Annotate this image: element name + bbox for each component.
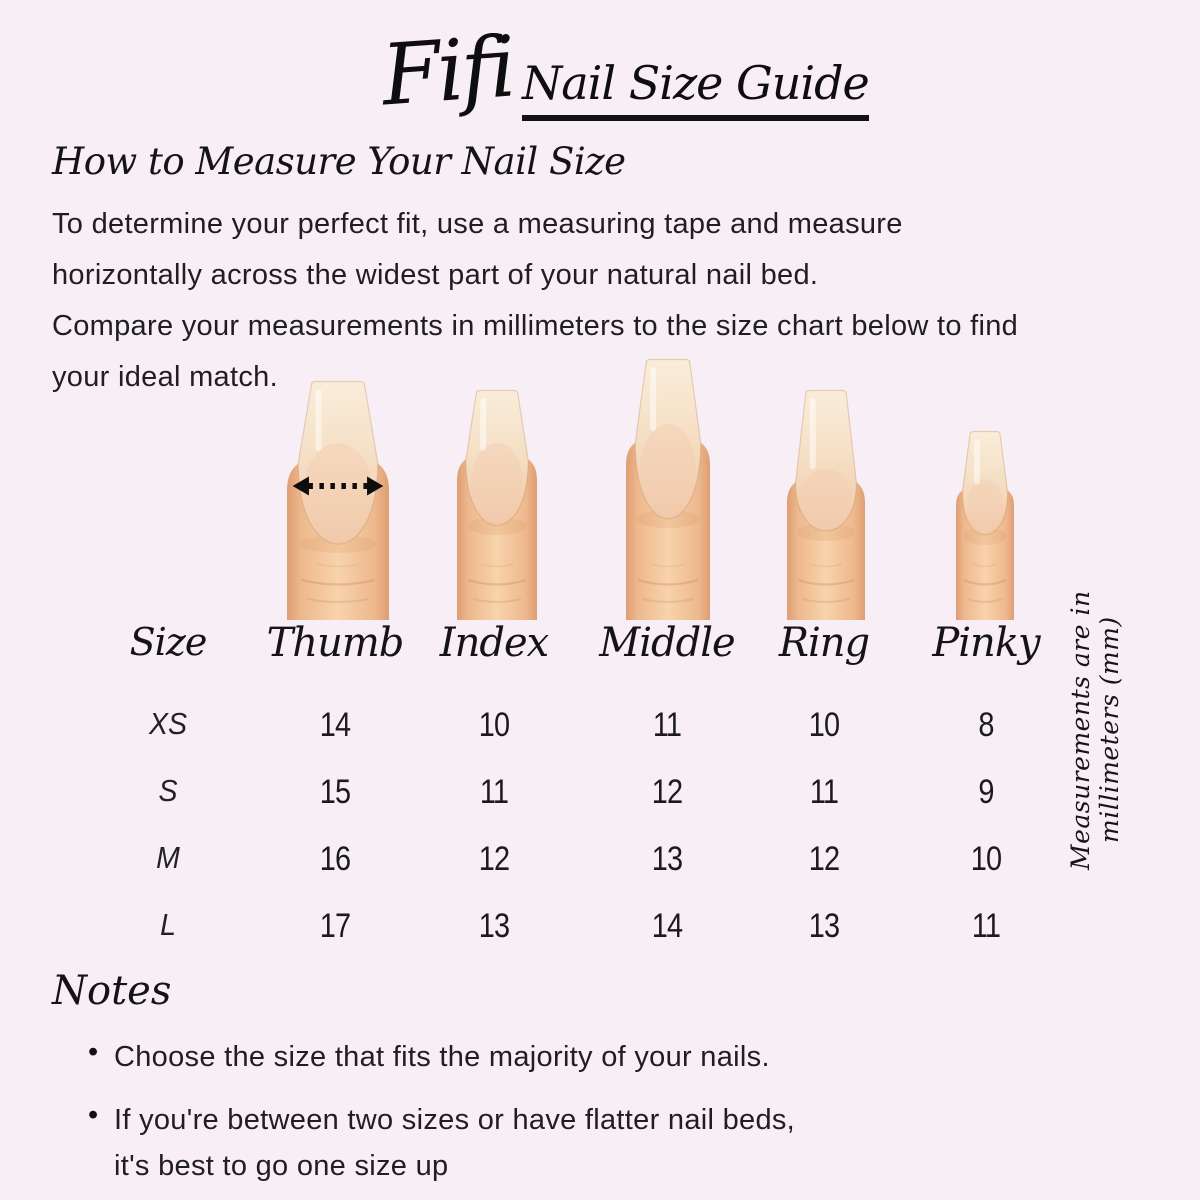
intro-text-line: Compare your measurements in millimeters… [52,310,1019,342]
finger-illustration-ring [787,389,865,620]
size-label: M [156,840,180,875]
finger-graphic [787,389,865,620]
finger-graphic [457,389,537,620]
note-item: • Choose the size that fits the majority… [88,1034,795,1080]
finger-illustration-thumb [287,380,389,620]
size-label: XS [148,706,188,741]
note-text: it's best to go one size up [114,1150,449,1182]
finger-graphic [287,380,389,620]
table-cell: 12 [808,840,840,878]
page-title: Nail Size Guide [522,56,870,121]
table-cell: 13 [651,840,683,878]
finger-illustration-index [457,389,537,620]
units-note: Measurements are in millimeters (mm) [1066,590,1124,870]
table-cell: 14 [651,907,683,945]
intro-text-line: horizontally across the widest part of y… [52,259,819,291]
table-cell: 10 [970,840,1002,878]
bullet-icon: • [88,1036,99,1068]
note-text: If you're between two sizes or have flat… [114,1104,796,1136]
table-row-xs: XS 14 10 11 10 8 [0,706,1200,756]
section-heading-how-to-measure: How to Measure Your Nail Size [52,140,626,183]
intro-text-line: your ideal match. [52,361,278,393]
table-cell: 11 [971,907,1001,945]
section-heading-notes: Notes [52,968,172,1014]
note-item: • If you're between two sizes or have fl… [88,1097,795,1189]
table-cell: 11 [809,773,839,811]
finger-illustrations [287,358,1014,620]
table-cell: 14 [319,706,351,744]
table-cell: 10 [808,706,840,744]
table-cell: 13 [808,907,840,945]
table-cell: 8 [978,706,994,744]
notes-list: • Choose the size that fits the majority… [88,1034,795,1200]
size-label: L [160,907,176,942]
table-cell: 12 [651,773,683,811]
table-cell: 9 [978,773,994,811]
table-header-size: Size [129,620,208,664]
table-row-l: L 17 13 14 13 11 [0,907,1200,957]
table-row-s: S 15 11 12 11 9 [0,773,1200,823]
table-cell: 11 [479,773,509,811]
bullet-icon: • [88,1099,99,1131]
table-cell: 12 [478,840,510,878]
finger-label-ring: Ring [778,620,870,666]
intro-text-line: To determine your perfect fit, use a mea… [52,208,903,240]
table-cell: 17 [319,907,351,945]
table-cell: 13 [478,907,510,945]
table-cell: 10 [478,706,510,744]
finger-illustration-pinky [956,430,1014,620]
finger-graphic [956,430,1014,620]
finger-label-middle: Middle [599,620,735,666]
table-cell: 15 [319,773,351,811]
note-text: Choose the size that fits the majority o… [114,1041,770,1073]
table-cell: 16 [319,840,351,878]
finger-graphic [626,358,710,620]
size-label: S [158,773,178,808]
nail-width-arrow-icon [292,476,384,496]
finger-illustration-middle [626,358,710,620]
table-cell: 11 [652,706,682,744]
finger-label-thumb: Thumb [266,620,405,666]
table-row-m: M 16 12 13 12 10 [0,840,1200,890]
finger-label-index: Index [439,620,549,666]
table-header-row: Size Thumb Index Middle Ring Pinky [0,620,1200,670]
finger-label-pinky: Pinky [932,620,1040,666]
